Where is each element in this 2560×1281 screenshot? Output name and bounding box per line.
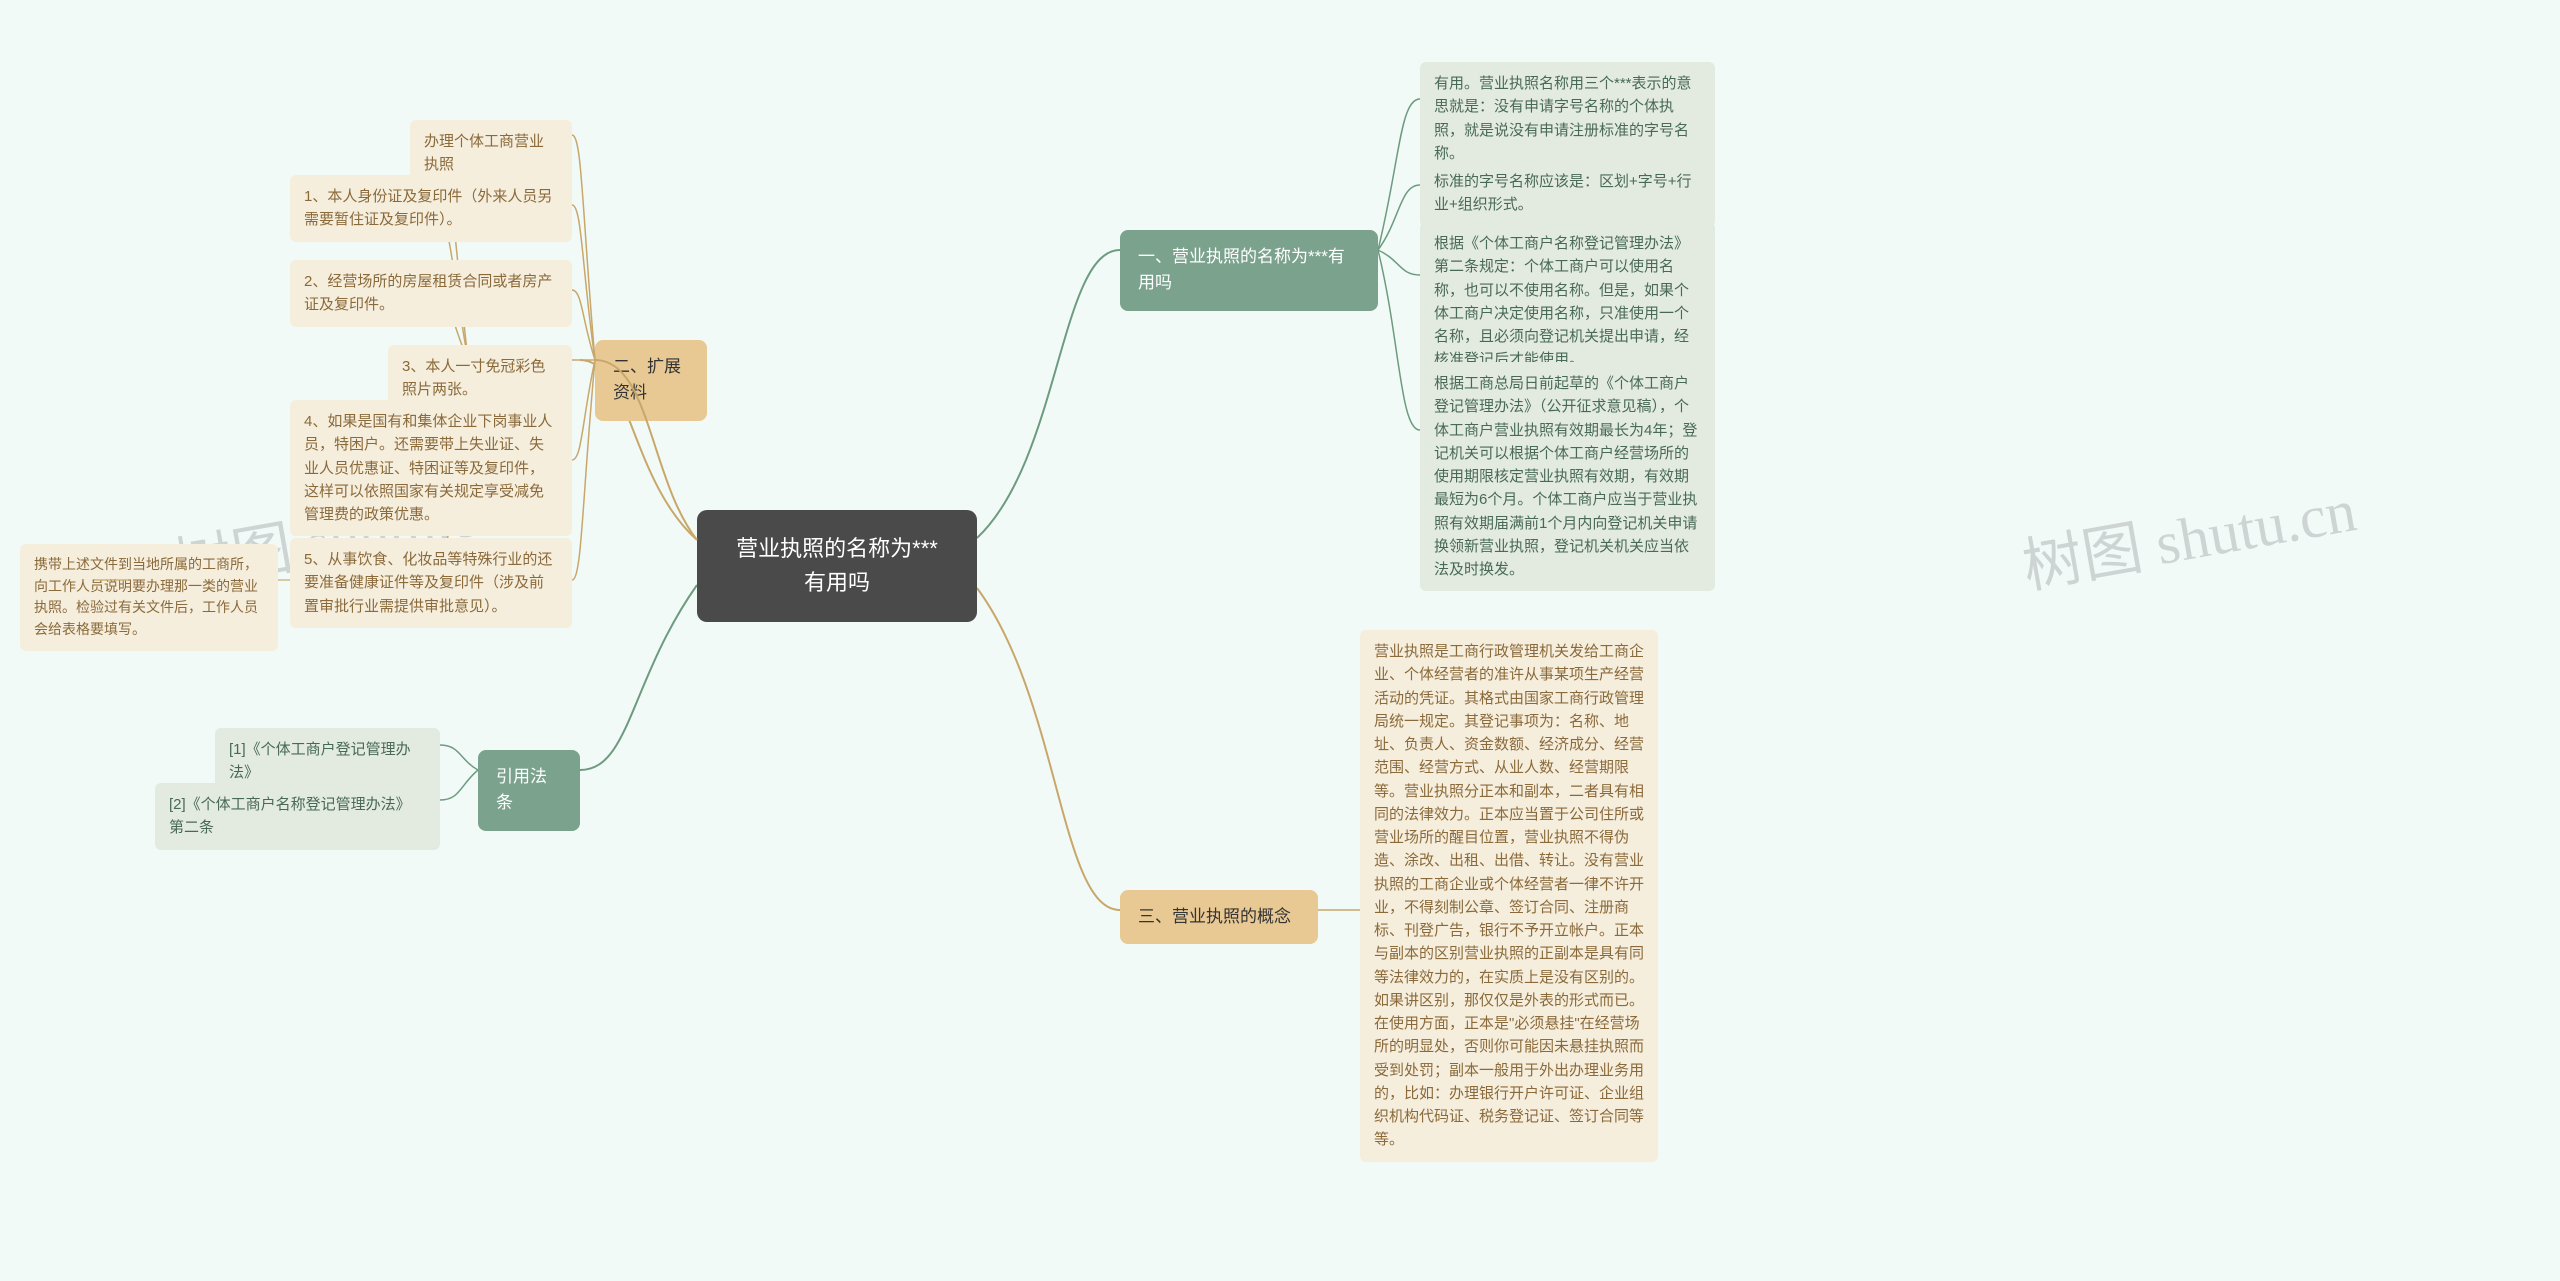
branch-1-leaf-3: 根据《个体工商户名称登记管理办法》第二条规定：个体工商户可以使用名称，也可以不使…: [1420, 222, 1715, 382]
branch-2-leaf-6-sub: 携带上述文件到当地所属的工商所，向工作人员说明要办理那一类的营业执照。检验过有关…: [20, 544, 278, 651]
branch-1-leaf-1: 有用。营业执照名称用三个***表示的意思就是：没有申请字号名称的个体执照，就是说…: [1420, 62, 1715, 175]
watermark-right: 树图 shutu.cn: [2015, 461, 2362, 605]
branch-1-label: 一、营业执照的名称为***有用吗: [1138, 247, 1345, 292]
branch-4: 引用法条: [478, 750, 580, 831]
branch-3-leaf-1: 营业执照是工商行政管理机关发给工商企业、个体经营者的准许从事某项生产经营活动的凭…: [1360, 630, 1658, 1162]
center-title: 营业执照的名称为***有用吗: [736, 536, 938, 595]
branch-2-leaf-5: 4、如果是国有和集体企业下岗事业人员，特困户。还需要带上失业证、失业人员优惠证、…: [290, 400, 572, 536]
branch-1: 一、营业执照的名称为***有用吗: [1120, 230, 1378, 311]
branch-2-leaf-6: 5、从事饮食、化妆品等特殊行业的还要准备健康证件等及复印件（涉及前置审批行业需提…: [290, 538, 572, 628]
center-node: 营业执照的名称为***有用吗: [697, 510, 977, 622]
branch-1-leaf-4: 根据工商总局日前起草的《个体工商户登记管理办法》（公开征求意见稿），个体工商户营…: [1420, 362, 1715, 591]
branch-1-leaf-2: 标准的字号名称应该是：区划+字号+行业+组织形式。: [1420, 160, 1715, 227]
branch-4-label: 引用法条: [496, 767, 547, 812]
branch-3: 三、营业执照的概念: [1120, 890, 1318, 944]
branch-4-leaf-2: [2]《个体工商户名称登记管理办法》 第二条: [155, 783, 440, 850]
branch-2-label: 二、扩展资料: [613, 357, 681, 402]
branch-2-leaf-3: 2、经营场所的房屋租赁合同或者房产证及复印件。: [290, 260, 572, 327]
branch-3-label: 三、营业执照的概念: [1138, 907, 1291, 926]
branch-2: 二、扩展资料: [595, 340, 707, 421]
branch-2-leaf-2: 1、本人身份证及复印件（外来人员另需要暂住证及复印件）。: [290, 175, 572, 242]
